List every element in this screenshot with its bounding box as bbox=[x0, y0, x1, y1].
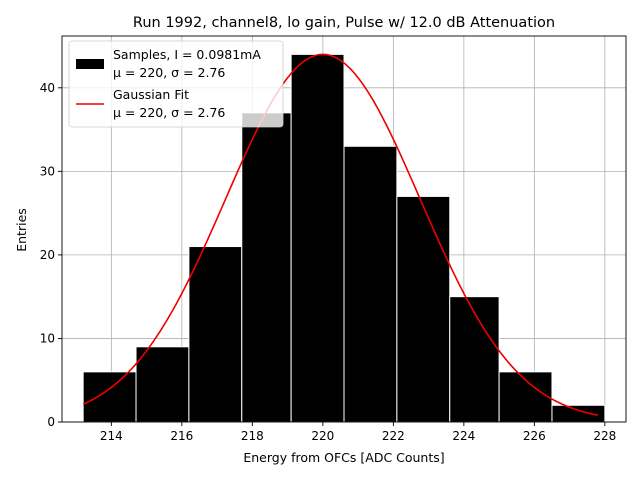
y-tick-label: 20 bbox=[40, 248, 55, 262]
plot-frame bbox=[61, 35, 627, 423]
legend-fit-label: Gaussian Fit bbox=[113, 87, 189, 102]
histogram-bar-1 bbox=[82, 371, 137, 423]
legend-samples-stats: μ = 220, σ = 2.76 bbox=[113, 65, 225, 80]
histogram-bar-5 bbox=[290, 53, 345, 423]
chart-title: Run 1992, channel8, lo gain, Pulse w/ 12… bbox=[133, 15, 555, 31]
y-axis-label: Entries bbox=[14, 208, 29, 252]
x-axis-ticks: 214 216 218 220 222 224 226 228 bbox=[100, 422, 616, 443]
histogram-bar-10 bbox=[551, 404, 606, 423]
y-tick-label: 0 bbox=[47, 415, 55, 429]
y-tick-label: 30 bbox=[40, 164, 55, 178]
histogram-bar-2 bbox=[135, 346, 190, 423]
x-axis-label: Energy from OFCs [ADC Counts] bbox=[243, 450, 444, 465]
histogram-bar-6 bbox=[343, 145, 398, 423]
histogram-bars bbox=[82, 53, 606, 423]
legend: Samples, I = 0.0981mA μ = 220, σ = 2.76 … bbox=[68, 40, 284, 128]
x-tick-label: 220 bbox=[311, 429, 334, 443]
legend-samples-label: Samples, I = 0.0981mA bbox=[113, 47, 261, 62]
legend-fit-stats: μ = 220, σ = 2.76 bbox=[113, 105, 225, 120]
x-tick-label: 222 bbox=[382, 429, 405, 443]
histogram-bar-8 bbox=[449, 296, 500, 423]
x-tick-label: 226 bbox=[523, 429, 546, 443]
x-tick-label: 224 bbox=[452, 429, 475, 443]
x-tick-label: 216 bbox=[170, 429, 193, 443]
legend-bar-swatch bbox=[76, 59, 104, 69]
x-tick-label: 228 bbox=[593, 429, 616, 443]
gaussian-fit-line bbox=[82, 53, 598, 417]
legend-box bbox=[68, 40, 284, 128]
histogram-bar-3 bbox=[188, 246, 243, 423]
y-tick-label: 10 bbox=[40, 331, 55, 345]
histogram-bar-4 bbox=[241, 112, 292, 423]
histogram-bar-7 bbox=[396, 195, 451, 423]
y-tick-label: 40 bbox=[40, 81, 55, 95]
y-axis-ticks: 0 10 20 30 40 bbox=[40, 81, 62, 429]
x-tick-label: 214 bbox=[100, 429, 123, 443]
x-tick-label: 218 bbox=[241, 429, 264, 443]
